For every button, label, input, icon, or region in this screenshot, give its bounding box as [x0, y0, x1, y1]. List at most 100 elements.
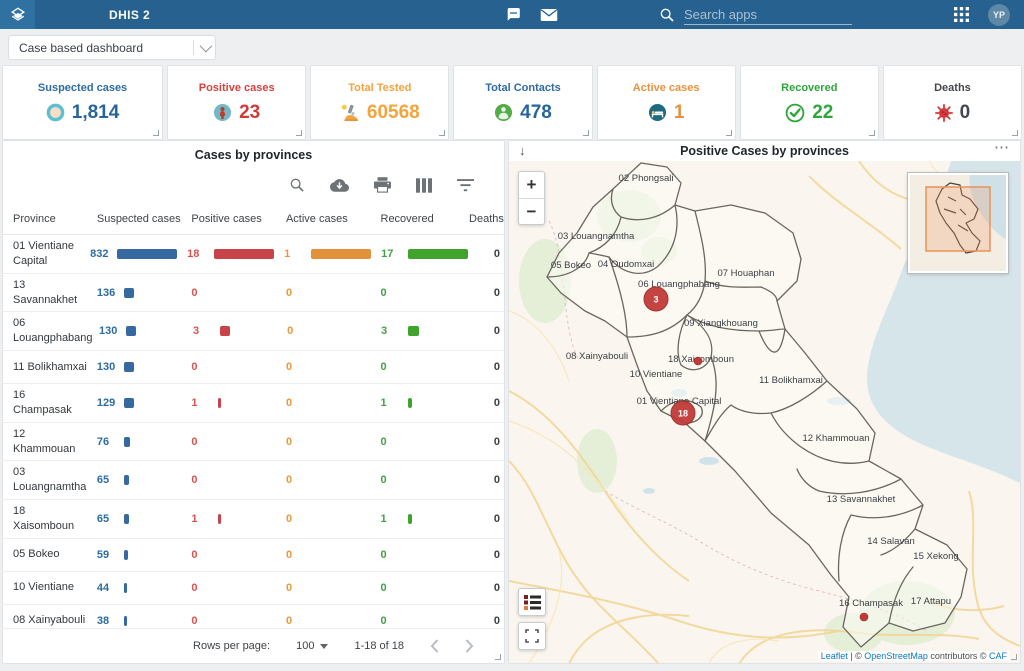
case-dot-marker[interactable]: [859, 612, 869, 622]
cell-deaths: 0: [493, 512, 501, 525]
dashboard-selector[interactable]: Case based dashboard: [8, 35, 216, 60]
map-label-11-bolikhamxai: 11 Bolikhamxai: [759, 375, 823, 386]
table-row[interactable]: 03 Louangnamtha 65 0 0 0 0: [3, 461, 504, 501]
stat-card-total-contacts[interactable]: Total Contacts 478: [453, 65, 593, 140]
table-row[interactable]: 12 Khammouan 76 0 0 0 0: [3, 423, 504, 462]
leaflet-map[interactable]: 02 Phongsali 03 Louangnamtha 05 Bokeo 04 Ou…: [509, 160, 1020, 664]
chevron-down-icon: [199, 39, 213, 53]
card-resize-handle[interactable]: [1012, 130, 1019, 136]
card-resize-handle[interactable]: [296, 130, 303, 136]
suspected-bar: [123, 397, 134, 408]
dhis2-logo[interactable]: [0, 0, 35, 29]
zoom-out-button[interactable]: −: [519, 198, 544, 224]
cell-province: 03 Louangnamtha: [13, 466, 87, 494]
table-header-row: Province Suspected cases Positive cases Act…: [3, 205, 504, 235]
stat-card-label: Total Contacts: [485, 81, 561, 94]
suspected-bar: [126, 326, 136, 337]
interpretations-icon[interactable]: [504, 6, 522, 24]
map-legend-button[interactable]: [518, 588, 546, 616]
column-header-suspected-cases[interactable]: Suspected cases: [96, 213, 181, 225]
cell-suspected: 130: [87, 357, 182, 377]
messages-icon[interactable]: [540, 6, 558, 24]
table-row[interactable]: 05 Bokeo 59 0 0 0 0: [3, 539, 504, 572]
stat-card-suspected-cases[interactable]: Suspected cases 1,814: [2, 65, 164, 140]
print-icon[interactable]: [374, 177, 391, 193]
cell-deaths: 0: [493, 396, 501, 409]
cell-province: 11 Bolikhamxai: [13, 360, 87, 373]
stat-card-recovered[interactable]: Recovered 22: [739, 65, 879, 140]
table-row[interactable]: 01 Vientiane Capital 832 18 1 17 0: [3, 235, 504, 274]
positive-bar: [218, 513, 222, 524]
table-row[interactable]: 16 Champasak 129 1 0 1 0: [3, 384, 504, 423]
search-icon[interactable]: [289, 177, 305, 193]
case-cluster-marker[interactable]: 18: [670, 400, 696, 426]
case-markers[interactable]: 3 18: [643, 286, 869, 622]
stat-card-value: 0: [959, 101, 971, 123]
rows-per-page-select[interactable]: 100: [296, 640, 329, 652]
card-resize-handle[interactable]: [582, 130, 589, 136]
search-icon[interactable]: [658, 6, 676, 24]
stat-card-active-cases[interactable]: Active cases 1: [596, 65, 736, 140]
apps-grid-icon[interactable]: [952, 6, 970, 24]
leaflet-link[interactable]: Leaflet: [820, 651, 848, 661]
cell-active: 0: [285, 286, 293, 299]
column-header-deaths[interactable]: Deaths: [469, 213, 504, 225]
table-row[interactable]: 10 Vientiane 44 0 0 0 0: [3, 572, 504, 605]
positive-bar: [218, 397, 222, 408]
map-label-05-bokeo: 05 Bokeo: [551, 260, 591, 271]
columns-icon[interactable]: [416, 177, 432, 193]
inset-viewport-rect[interactable]: [925, 186, 991, 252]
top-header-bar: DHIS 2 YP: [0, 0, 1024, 29]
cell-province: 16 Champasak: [13, 389, 72, 416]
zoom-in-button[interactable]: +: [526, 175, 537, 194]
panel-resize-handle[interactable]: [1011, 654, 1017, 660]
next-page-button[interactable]: [465, 639, 474, 653]
column-header-province[interactable]: Province: [13, 213, 56, 225]
cell-recovered: 0: [380, 581, 387, 594]
case-dot-marker[interactable]: [693, 356, 703, 366]
stat-card-total-tested[interactable]: Total Tested 60568: [310, 65, 450, 140]
cell-suspected: 65: [87, 470, 182, 490]
stat-card-label: Recovered: [781, 81, 838, 94]
table-row[interactable]: 06 Louangphabang 130 3 0 3 0: [3, 312, 504, 352]
table-body[interactable]: 01 Vientiane Capital 832 18 1 17 0 13 Savannak…: [3, 235, 504, 628]
cell-province: 05 Bokeo: [13, 548, 60, 561]
filter-icon[interactable]: [457, 178, 474, 192]
cell-province: 12 Khammouan: [13, 427, 76, 455]
cloud-download-icon[interactable]: [330, 178, 349, 192]
map-fullscreen-button[interactable]: [518, 622, 546, 650]
map-download-icon[interactable]: ↓: [519, 143, 526, 158]
attribution-text: | ©: [847, 651, 865, 661]
cell-deaths: 0: [493, 325, 500, 338]
card-resize-handle[interactable]: [153, 130, 160, 136]
cell-recovered: 0: [380, 474, 387, 487]
suspected-bar: [123, 287, 134, 298]
stat-card-positive-cases[interactable]: Positive cases 23: [167, 65, 307, 140]
table-row[interactable]: 18 Xaisomboun 65 1 0 1 0: [3, 500, 504, 539]
stat-card-deaths[interactable]: Deaths 0: [882, 65, 1023, 140]
previous-page-button[interactable]: [430, 639, 439, 653]
map-more-options-icon[interactable]: ⋯: [994, 140, 1010, 156]
table-row[interactable]: 08 Xainyabouli 38 0 0 0 0: [3, 605, 504, 628]
person-green-icon: [494, 103, 513, 122]
suspected-bar: [123, 582, 127, 593]
map-label-06-louangphabang: 06 Louangphabang: [638, 279, 720, 290]
column-header-positive-cases[interactable]: Positive cases: [191, 213, 262, 225]
openstreetmap-link[interactable]: OpenStreetMap: [864, 651, 928, 661]
caf-link[interactable]: CAF: [989, 651, 1007, 661]
search-apps-input[interactable]: [684, 4, 852, 25]
map-overview-inset[interactable]: [907, 172, 1009, 274]
column-header-recovered[interactable]: Recovered: [380, 213, 434, 225]
column-header-active-cases[interactable]: Active cases: [285, 213, 348, 225]
map-canvas[interactable]: 02 Phongsali 03 Louangnamtha 05 Bokeo 04 Ou…: [509, 160, 1020, 664]
cell-active: 0: [285, 396, 293, 409]
card-resize-handle[interactable]: [725, 130, 732, 136]
panel-resize-handle[interactable]: [495, 654, 501, 660]
card-resize-handle[interactable]: [868, 130, 875, 136]
card-resize-handle[interactable]: [439, 130, 446, 136]
case-cluster-marker[interactable]: 3: [643, 286, 669, 312]
table-row[interactable]: 11 Bolikhamxai 130 0 0 0 0: [3, 351, 504, 385]
user-avatar[interactable]: YP: [988, 3, 1010, 26]
map-label-13-savannakhet: 13 Savannakhet: [827, 494, 896, 505]
table-row[interactable]: 13 Savannakhet 136 0 0 0 0: [3, 274, 504, 313]
